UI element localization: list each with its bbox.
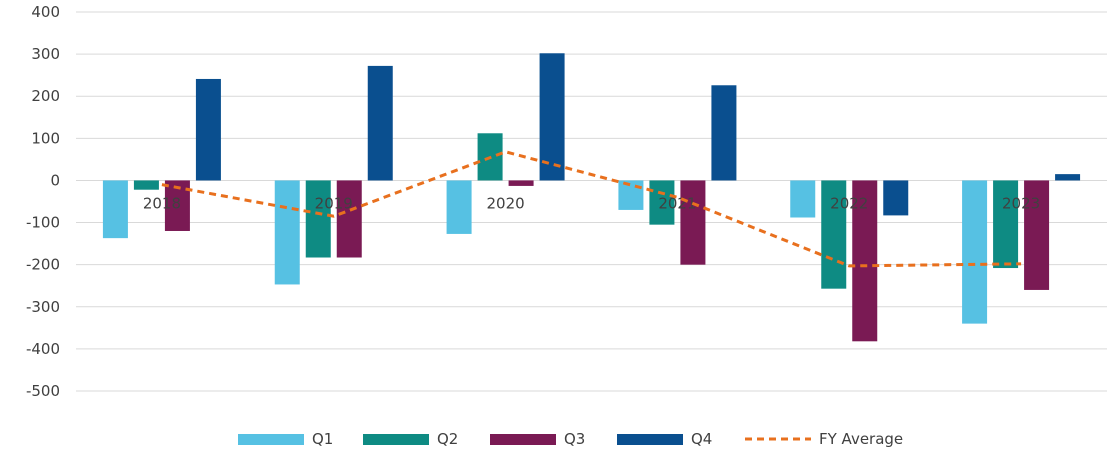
y-tick-label: -300 [26, 298, 60, 316]
bar-q3 [336, 180, 362, 258]
y-tick-label: -400 [26, 340, 60, 358]
bar-q1 [618, 180, 644, 210]
legend-label: Q3 [564, 430, 585, 448]
x-category-label: 2022 [830, 194, 868, 212]
legend-swatch [490, 434, 556, 445]
bar-q3 [1024, 180, 1050, 290]
y-axis-ticks: 400 300 200 100 0 -100 -200 -300 -400 -500 [26, 3, 60, 400]
legend-swatch [238, 434, 304, 445]
legend-label: Q4 [691, 430, 712, 448]
x-category-label: 2020 [486, 194, 524, 212]
y-tick-label: -200 [26, 256, 60, 274]
bar-q2 [305, 180, 331, 258]
line-fy-average [161, 150, 1022, 268]
bar-q1 [962, 180, 988, 324]
legend: Q1 Q2 Q3 Q4 FY Average [238, 430, 903, 448]
x-category-label: 2018 [143, 194, 181, 212]
x-category-label: 2019 [315, 194, 353, 212]
bar-q1 [274, 180, 300, 285]
bar-q3 [680, 180, 706, 265]
legend-item: Q4 [617, 430, 712, 448]
bar-q4 [367, 65, 393, 181]
legend-label: Q1 [312, 430, 333, 448]
bar-q4 [883, 180, 909, 216]
bars [102, 53, 1081, 342]
bar-q4 [195, 78, 221, 181]
bar-q1 [102, 180, 128, 239]
legend-item: FY Average [745, 430, 903, 448]
x-axis-categories: 2018 2019 2020 2021 2022 2023 [143, 194, 1040, 212]
y-tick-label: 100 [31, 129, 60, 147]
x-category-label: 2023 [1002, 194, 1040, 212]
legend-item: Q2 [363, 430, 458, 448]
legend-item: Q3 [490, 430, 585, 448]
bar-q1 [446, 180, 472, 234]
y-tick-label: -100 [26, 214, 60, 232]
fy-average-line [161, 150, 1022, 268]
bar-q2 [993, 180, 1019, 269]
bar-q1 [790, 180, 816, 218]
bar-q2 [821, 180, 847, 289]
legend-label: Q2 [437, 430, 458, 448]
legend-label: FY Average [819, 430, 903, 448]
bar-q4 [711, 85, 737, 181]
y-tick-label: 300 [31, 45, 60, 63]
bar-q4 [539, 53, 565, 181]
y-tick-label: 400 [31, 3, 60, 21]
bar-q3 [852, 180, 878, 342]
grid [76, 11, 1107, 392]
bar-q4 [1055, 174, 1081, 181]
y-tick-label: 0 [50, 171, 60, 189]
bar-q3 [508, 180, 534, 186]
legend-item: Q1 [238, 430, 333, 448]
y-tick-label: -500 [26, 382, 60, 400]
legend-swatch [617, 434, 683, 445]
x-category-label: 2021 [658, 194, 696, 212]
y-tick-label: 200 [31, 87, 60, 105]
bar-q2 [133, 180, 159, 190]
legend-swatch [363, 434, 429, 445]
bar-q2 [649, 180, 675, 225]
